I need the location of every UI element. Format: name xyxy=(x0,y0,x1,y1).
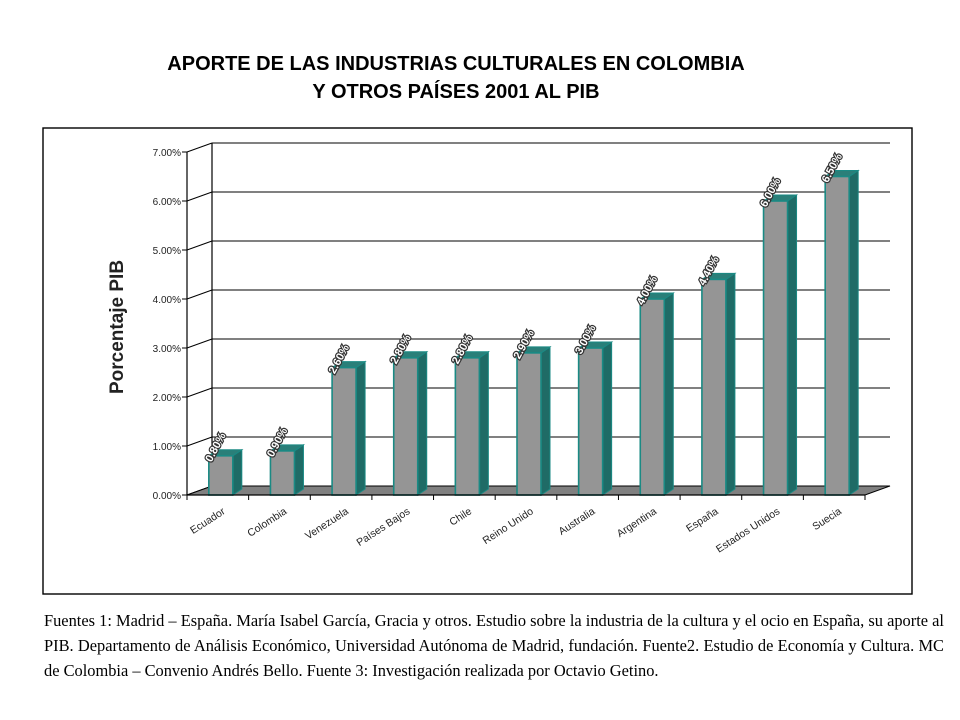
chart-title: APORTE DE LAS INDUSTRIAS CULTURALES EN C… xyxy=(0,50,912,106)
y-tick-label: 4.00% xyxy=(153,295,181,306)
bar-front xyxy=(331,366,357,496)
gridline-diagonal xyxy=(186,289,213,300)
y-tick-label: 0.00% xyxy=(153,491,181,502)
gridline-diagonal xyxy=(186,191,213,202)
gridline-diagonal xyxy=(186,142,213,153)
bar xyxy=(453,350,491,496)
y-tick-label: 1.00% xyxy=(153,442,181,453)
bar-front xyxy=(392,357,419,496)
bar xyxy=(638,292,675,496)
bar-front xyxy=(824,175,850,496)
bar xyxy=(268,443,306,496)
bar-side xyxy=(293,443,304,496)
y-tick-label: 5.00% xyxy=(153,246,181,257)
y-axis-label: Porcentaje PIB xyxy=(107,260,128,394)
bar-side xyxy=(355,360,366,496)
bar-side xyxy=(602,341,613,496)
bar-front xyxy=(454,357,481,496)
bar-side xyxy=(232,448,243,496)
title-line-1: APORTE DE LAS INDUSTRIAS CULTURALES EN C… xyxy=(167,53,745,75)
bar xyxy=(761,194,799,496)
bar-front xyxy=(269,450,296,496)
bar xyxy=(823,169,860,496)
bar-side xyxy=(725,272,736,496)
bar-side xyxy=(663,292,674,496)
bar-front xyxy=(639,298,666,496)
y-tick-label: 3.00% xyxy=(153,344,181,355)
gridline-diagonal xyxy=(186,240,213,251)
y-tick-label: 7.00% xyxy=(153,148,181,159)
sources-note: Fuentes 1: Madrid – España. María Isabel… xyxy=(44,611,944,680)
bar-front xyxy=(762,200,789,496)
gridline-diagonal xyxy=(186,436,213,447)
chart: 0.80% 0.90%2.60% 2.80% 2.80% 2.90% 3.00%4.00%… xyxy=(42,127,913,595)
gridline-diagonal xyxy=(186,387,213,398)
bar-side xyxy=(787,194,798,496)
y-tick-label: 2.00% xyxy=(153,393,181,404)
bar-front xyxy=(577,347,604,496)
bar xyxy=(700,272,737,496)
bar xyxy=(392,350,429,496)
bar xyxy=(207,448,244,496)
bar-side xyxy=(417,350,428,496)
title-line-2: Y OTROS PAÍSES 2001 AL PIB xyxy=(312,81,600,103)
bar-side xyxy=(478,350,489,496)
bar-side xyxy=(540,345,551,496)
bar-front xyxy=(701,278,727,496)
bar-front xyxy=(516,352,542,496)
gridline-diagonal xyxy=(186,338,213,349)
bar-side xyxy=(848,169,859,496)
bar xyxy=(330,360,367,496)
bar xyxy=(576,341,614,496)
y-tick-label: 6.00% xyxy=(153,197,181,208)
bar xyxy=(515,345,552,496)
